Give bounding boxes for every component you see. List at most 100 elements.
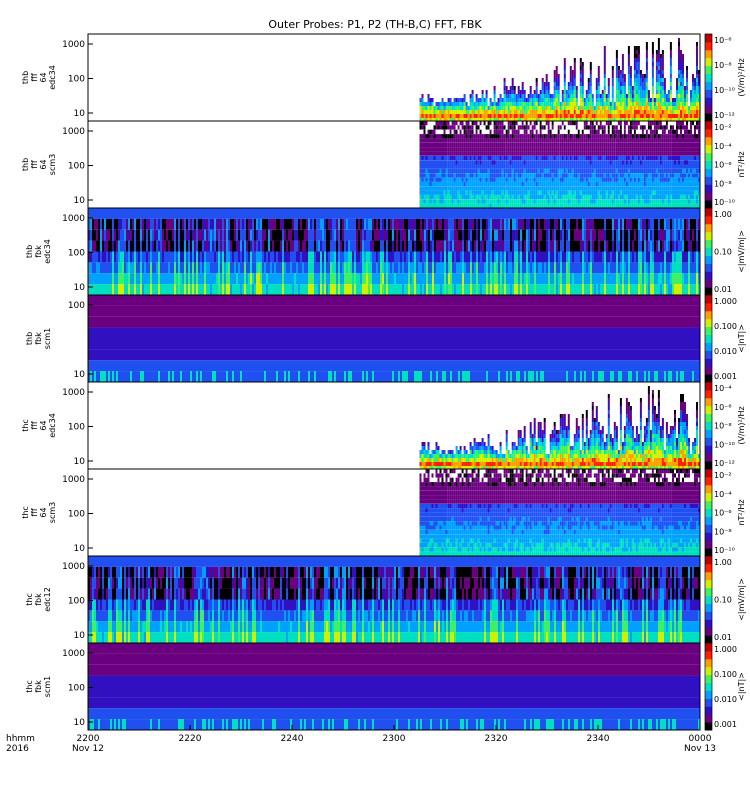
panel-1-spectrogram [419,38,700,121]
panel-6-colorbar: 10⁻² 10⁻⁴ 10⁻⁶ 10⁻⁸ 10⁻¹⁰ nT²/Hz [704,468,746,557]
colorbar-step [705,500,712,509]
ylabel-line: scm3 [48,502,57,523]
colorbar-tick-label: 0.010 [714,695,737,704]
colorbar-step [705,287,712,296]
panel-1: 1000 100 10 thbfff64edc34 10⁻⁶ 10⁻⁸ 10⁻¹⁰ 10⁻¹²… [21,33,746,122]
y-tick-label: 10 [74,544,86,554]
colorbar-step [705,310,712,320]
colorbar-step [705,350,712,359]
colorbar-tick-label: 0.01 [714,285,732,294]
y-tick-label: 100 [68,684,85,694]
colorbar-step [705,176,712,185]
colorbar-step [705,247,712,256]
colorbar-step [705,49,712,59]
colorbar-step [705,413,712,422]
colorbar-tick-label: 0.10 [714,248,732,257]
colorbar-step [705,579,712,589]
panel-3-colorbar: 1.00 0.10 0.01 <|mV/m|> [704,207,746,296]
colorbar-step [705,279,712,288]
colorbar-step [705,389,712,399]
y-tick-label: 1000 [62,214,85,224]
colorbar-tick-label: 0.10 [714,596,732,605]
colorbar-step [705,437,712,446]
colorbar-tick-label: 10⁻⁸ [714,422,732,431]
colorbar-step [705,105,712,114]
colorbar-step [705,643,712,652]
panel-8-ylabel: thcfbkscm1 [25,676,52,697]
y-tick-label: 10 [74,457,86,467]
panel-6-spectrogram [419,469,700,556]
y-tick-label: 100 [68,249,85,259]
colorbar-step [705,397,712,407]
colorbar-step [705,255,712,264]
panel-8: 1000 100 10 thcfbkscm1 1.000 0.100 0.010 0.001 <… [25,642,746,731]
ylabel-line: fff [30,73,39,82]
colorbar-step [705,65,712,74]
colorbar-tick-label: 10⁻⁶ [714,161,732,170]
colorbar-step [705,57,712,67]
x-tick-label: 2300 [383,734,406,744]
colorbar-step [705,239,712,248]
x-tick-date: Nov 13 [684,744,716,754]
panel-7-colorbar: 1.00 0.10 0.01 <|mV/m|> [704,555,746,644]
colorbar-unit: <|nT|> [737,324,746,353]
panel-2-colorbar: 10⁻² 10⁻⁴ 10⁻⁶ 10⁻⁸ 10⁻¹⁰ nT²/Hz [704,120,746,209]
y-tick-label: 100 [68,162,85,172]
colorbar-tick-label: 0.001 [714,372,737,381]
colorbar-step [705,658,712,668]
y-tick-label: 10 [74,370,86,380]
colorbar-tick-label: 10⁻¹⁰ [714,198,735,207]
panel-3-ylabel: thbfbkedc34 [25,239,52,264]
colorbar-step [705,492,712,502]
colorbar-unit: nT²/Hz [737,499,746,525]
x-tick-label: 2200 [77,734,100,744]
colorbar-tick-label: 10⁻¹² [714,459,735,468]
colorbar-step [705,445,712,454]
ylabel-line: fbk [34,245,43,258]
ylabel-line: fff [30,421,39,430]
panel-8-spectrogram [88,643,700,730]
colorbar-tick-label: 0.001 [714,720,737,729]
colorbar-step [705,706,712,715]
colorbar-step [705,484,712,494]
colorbar-tick-label: 1.000 [714,645,737,654]
colorbar-step [705,89,712,98]
ylabel-line: fbk [34,332,43,345]
ylabel-line: thb [21,71,30,84]
colorbar-tick-label: 0.100 [714,670,737,679]
ylabel-line: scm1 [43,328,52,349]
colorbar-tick-label: 10⁻⁶ [714,36,732,45]
colorbar-step [705,295,712,304]
colorbar-tick-label: 1.00 [714,558,732,567]
panel-1-colorbar: 10⁻⁶ 10⁻⁸ 10⁻¹⁰ 10⁻¹² (V/m)²/Hz [704,33,746,122]
ylabel-line: 64 [39,159,48,169]
colorbar-step [705,121,712,130]
y-tick-label: 100 [68,510,85,520]
panel-4-colorbar: 1.000 0.100 0.010 0.001 <|nT|> [704,294,746,383]
colorbar-step [705,81,712,90]
colorbar-step [705,113,712,122]
colorbar-tick-label: 10⁻¹⁰ [714,86,735,95]
colorbar-step [705,635,712,644]
y-tick-label: 10 [74,718,86,728]
ylabel-line: scm1 [43,676,52,697]
ylabel-line: 64 [39,72,48,82]
panel-2-ylabel: thbfff64scm3 [21,154,57,175]
colorbar-step [705,405,712,415]
colorbar-step [705,532,712,541]
colorbar-unit: <|mV/m|> [737,578,746,621]
colorbar-tick-label: 1.000 [714,297,737,306]
colorbar-step [705,698,712,707]
colorbar-tick-label: 10⁻⁴ [714,384,732,393]
colorbar-step [705,619,712,628]
colorbar-step [705,682,712,691]
panel-3: 1000 100 10 thbfbkedc34 1.00 0.10 0.01 <|mV/m|> [25,207,746,296]
panel-6: 100010010thcfff64scm310⁻²10⁻⁴10⁻⁶10⁻⁸10⁻… [21,468,746,557]
panel-7-ylabel: thcfbkedc12 [25,587,52,612]
colorbar-unit: <|nT|> [737,672,746,701]
panel-4-spectrogram [88,295,700,382]
colorbar-tick-label: 0.100 [714,322,737,331]
colorbar-tick-label: 10⁻² [714,123,732,132]
colorbar-tick-label: 0.01 [714,633,732,642]
